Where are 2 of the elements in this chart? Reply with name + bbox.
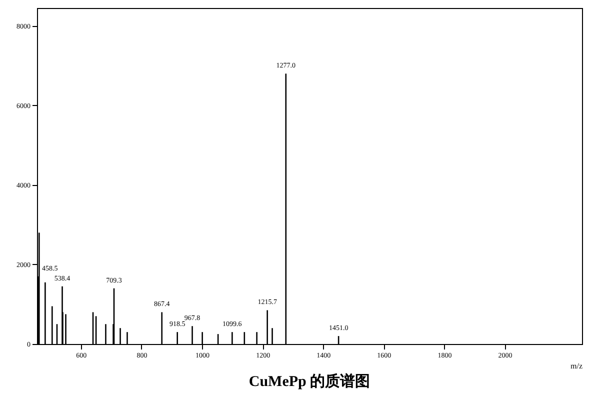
text: CuMePp 的质谱图 bbox=[248, 372, 370, 390]
x-axis-title: m/z bbox=[570, 362, 583, 370]
